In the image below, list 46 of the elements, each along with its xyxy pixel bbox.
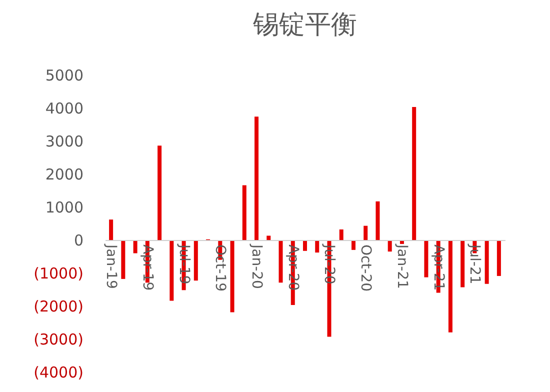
x-tick-label: Jan-20 — [248, 244, 265, 289]
y-tick-label: (1000) — [34, 264, 84, 282]
bar — [388, 240, 392, 252]
x-tick-label: Jan-19 — [103, 244, 120, 289]
bar — [448, 240, 452, 332]
x-tick-label: Apr-21 — [430, 244, 446, 291]
y-tick-label: 3000 — [45, 132, 84, 150]
bar — [230, 240, 234, 312]
x-tick-label: Apr-20 — [284, 244, 301, 291]
bar — [364, 226, 368, 240]
bar — [158, 146, 162, 240]
x-tick-label: Apr-19 — [139, 244, 156, 291]
y-tick-label: 0 — [74, 232, 84, 250]
bar — [109, 220, 114, 240]
bar — [121, 240, 126, 279]
chart-title: 锡锭平衡 — [252, 10, 357, 40]
bar — [496, 240, 501, 276]
x-tick-label: Jul-19 — [176, 244, 192, 284]
bar — [133, 240, 138, 254]
bar — [194, 240, 198, 281]
bar — [170, 240, 174, 301]
bar — [484, 240, 489, 284]
y-tick-label: 2000 — [45, 166, 84, 184]
x-tick-label: Jul-21 — [466, 244, 483, 284]
bar — [266, 236, 271, 240]
x-tick-label: Oct-20 — [358, 244, 374, 292]
bar — [339, 229, 344, 240]
bar — [315, 240, 320, 253]
bar — [460, 240, 465, 288]
y-tick-label: (3000) — [34, 330, 84, 348]
bar — [278, 240, 283, 283]
x-tick-label: Oct-19 — [212, 244, 228, 292]
y-tick-label: 5000 — [45, 66, 84, 84]
y-tick-label: 1000 — [45, 198, 84, 216]
bar — [242, 185, 246, 240]
y-tick-label: (2000) — [34, 298, 84, 316]
bar — [303, 240, 307, 251]
bar — [376, 201, 380, 240]
x-tick-label: Jul-20 — [321, 244, 338, 284]
bar — [412, 107, 416, 240]
x-tick-label: Jan-21 — [394, 244, 410, 289]
y-tick-label: 4000 — [45, 100, 84, 118]
bar — [351, 240, 356, 250]
bar — [254, 116, 259, 240]
y-tick-label: (4000) — [34, 364, 84, 382]
bar — [424, 240, 428, 278]
